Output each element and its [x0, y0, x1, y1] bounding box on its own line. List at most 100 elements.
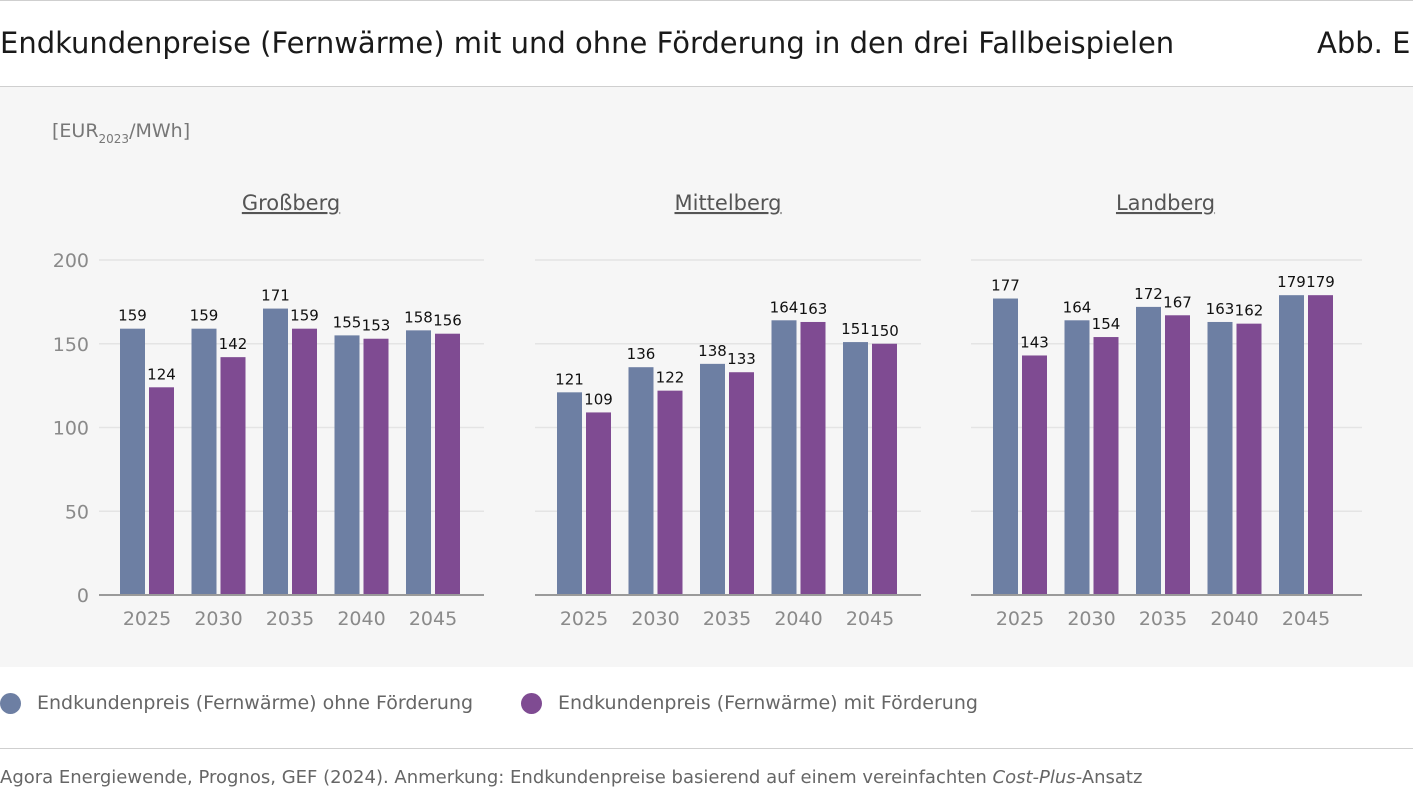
- data-label: 159: [190, 307, 219, 325]
- data-label: 179: [1306, 273, 1335, 291]
- bar-ohne: [263, 308, 288, 595]
- x-tick-label: 2030: [631, 608, 679, 630]
- data-label: 179: [1277, 273, 1306, 291]
- page-title: Endkundenpreise (Fernwärme) mit und ohne…: [0, 26, 1175, 60]
- bar-mit: [1236, 323, 1262, 595]
- bar-ohne: [1207, 321, 1233, 595]
- panel-title: Landberg: [1116, 191, 1215, 215]
- x-tick-label: 2040: [774, 608, 822, 630]
- figure-label: Abb. E: [1317, 26, 1411, 60]
- data-label: 136: [627, 345, 656, 363]
- header: Endkundenpreise (Fernwärme) mit und ohne…: [0, 0, 1413, 87]
- bar-ohne: [1279, 295, 1304, 595]
- data-label: 171: [261, 287, 290, 305]
- bar-mit: [872, 343, 897, 595]
- source-note: Agora Energiewende, Prognos, GEF (2024).…: [0, 767, 1142, 788]
- x-tick-label: 2035: [1139, 608, 1187, 630]
- bar-mit: [1165, 315, 1190, 595]
- data-label: 163: [1206, 300, 1235, 318]
- y-tick-label: 200: [53, 250, 89, 272]
- bar-mit: [657, 390, 683, 595]
- unit-label: [EUR2023/MWh]: [52, 120, 190, 146]
- data-label: 177: [991, 277, 1020, 295]
- x-tick-label: 2040: [1210, 608, 1258, 630]
- bar-chart: [EUR2023/MWh] 0 50 100 150 200 Großberg 159 124 2…: [52, 120, 1362, 630]
- bar-ohne: [406, 330, 431, 595]
- x-tick-label: 2030: [194, 608, 242, 630]
- bar-ohne: [628, 367, 654, 595]
- data-label: 124: [147, 365, 176, 383]
- bar-ohne: [120, 328, 145, 595]
- data-label: 109: [584, 390, 613, 408]
- x-tick-label: 2045: [409, 608, 457, 630]
- bar-ohne: [191, 328, 217, 595]
- source-italic: Cost-Plus: [992, 767, 1076, 788]
- bar-mit: [1308, 295, 1333, 595]
- legend-item-ohne: Endkundenpreis (Fernwärme) ohne Förderun…: [0, 692, 473, 714]
- data-label: 155: [333, 313, 362, 331]
- x-tick-label: 2025: [996, 608, 1044, 630]
- panel-title: Mittelberg: [674, 191, 781, 215]
- data-label: 167: [1163, 293, 1192, 311]
- data-label: 164: [1063, 298, 1092, 316]
- x-tick-label: 2025: [560, 608, 608, 630]
- data-label: 121: [555, 370, 584, 388]
- data-label: 162: [1235, 302, 1264, 320]
- bar-mit: [1022, 355, 1047, 595]
- bar-ohne: [557, 392, 582, 595]
- bar-mit: [800, 321, 826, 595]
- bar-ohne: [843, 342, 868, 595]
- x-tick-label: 2045: [1282, 608, 1330, 630]
- bar-mit: [586, 412, 611, 595]
- y-tick-label: 50: [65, 501, 89, 523]
- data-label: 122: [656, 369, 685, 387]
- bar-mit: [363, 338, 389, 595]
- legend-swatch-ohne: [0, 692, 21, 714]
- data-label: 172: [1134, 285, 1163, 303]
- bar-ohne: [1136, 306, 1161, 595]
- data-label: 151: [841, 320, 870, 338]
- bar-mit: [220, 357, 246, 595]
- y-tick-label: 150: [53, 334, 89, 356]
- bar-mit: [292, 328, 317, 595]
- panel-title: Großberg: [242, 191, 340, 215]
- legend-item-mit: Endkundenpreis (Fernwärme) mit Förderung: [521, 692, 978, 714]
- legend-swatch-mit: [521, 692, 542, 714]
- legend: Endkundenpreis (Fernwärme) ohne Förderun…: [0, 692, 1413, 724]
- bar-mit: [435, 333, 460, 595]
- top-rule: [0, 0, 1413, 1]
- source-suffix: -Ansatz: [1075, 767, 1143, 788]
- y-tick-label: 0: [77, 585, 89, 607]
- data-label: 150: [870, 322, 899, 340]
- data-label: 163: [799, 300, 828, 318]
- y-tick-label: 100: [53, 418, 89, 440]
- bar-mit: [149, 387, 174, 595]
- data-label: 143: [1020, 333, 1049, 351]
- footer-rule: [0, 748, 1413, 749]
- bar-ohne: [771, 320, 797, 595]
- source-text: Agora Energiewende, Prognos, GEF (2024).…: [0, 767, 993, 788]
- data-label: 164: [770, 298, 799, 316]
- bar-mit: [729, 372, 754, 595]
- x-tick-label: 2025: [123, 608, 171, 630]
- data-label: 154: [1092, 315, 1121, 333]
- data-label: 159: [290, 307, 319, 325]
- data-label: 156: [433, 312, 462, 330]
- data-label: 159: [118, 307, 147, 325]
- legend-label-mit: Endkundenpreis (Fernwärme) mit Förderung: [558, 692, 978, 714]
- bar-ohne: [700, 363, 725, 595]
- data-label: 142: [219, 335, 248, 353]
- bar-ohne: [334, 335, 360, 595]
- data-label: 133: [727, 350, 756, 368]
- bar-mit: [1093, 337, 1119, 595]
- x-tick-label: 2030: [1067, 608, 1115, 630]
- x-tick-label: 2035: [266, 608, 314, 630]
- legend-label-ohne: Endkundenpreis (Fernwärme) ohne Förderun…: [37, 692, 474, 714]
- x-tick-label: 2040: [337, 608, 385, 630]
- data-label: 153: [362, 317, 391, 335]
- data-label: 138: [698, 342, 727, 360]
- x-tick-label: 2035: [703, 608, 751, 630]
- bar-ohne: [1064, 320, 1090, 595]
- data-label: 158: [404, 308, 433, 326]
- bar-ohne: [993, 298, 1018, 595]
